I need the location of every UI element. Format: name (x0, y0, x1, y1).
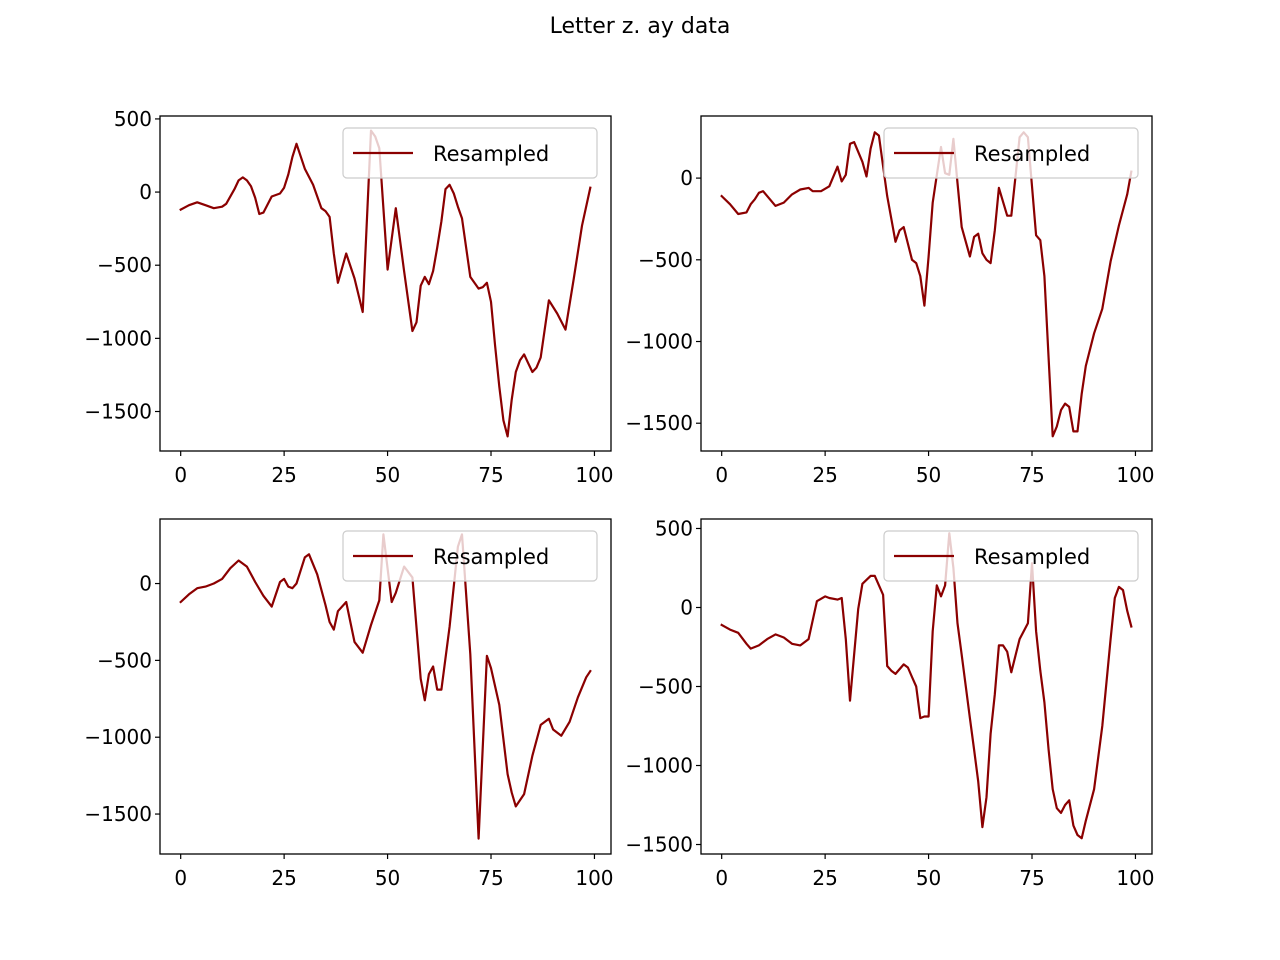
axes-frame (159, 518, 612, 855)
x-tick-label: 50 (375, 866, 400, 890)
y-tick-label: −1000 (625, 330, 693, 354)
x-tick-label: 75 (1019, 463, 1044, 487)
legend: Resampled (883, 530, 1139, 582)
legend-box (342, 127, 598, 179)
y-tick-label: −1000 (625, 754, 693, 778)
subplot-3: 0 25 50 75 100 0 −500 −1000 −1500 Resampled (84, 518, 614, 890)
y-tick-label: −1500 (84, 400, 152, 424)
x-tick-label: 75 (1019, 866, 1044, 890)
figure-title: Letter z. ay data (549, 14, 731, 39)
x-tick-label: 50 (916, 463, 941, 487)
y-tick-label: 500 (114, 107, 152, 131)
legend-label: Resampled (974, 545, 1090, 569)
x-tick-label: 25 (271, 463, 296, 487)
x-tick-label: 25 (812, 463, 837, 487)
x-tick-label: 75 (478, 463, 503, 487)
x-tick-label: 100 (1116, 463, 1154, 487)
y-tick-label: −500 (638, 248, 693, 272)
x-tick-label: 0 (174, 463, 187, 487)
y-tick-label: −1000 (84, 725, 152, 749)
y-tick-label: −500 (638, 675, 693, 699)
subplot-1: 0 25 50 75 100 500 0 −500 −1000 −1500 Resampled (84, 107, 613, 487)
legend-box (342, 530, 598, 582)
y-tick-label: −1000 (84, 326, 152, 350)
subplot-2: 0 25 50 75 100 0 −500 −1000 −1500 Resampled (625, 115, 1155, 487)
x-tick-label: 0 (715, 463, 728, 487)
y-tick-label: −1500 (625, 411, 693, 435)
legend-box (883, 530, 1139, 582)
x-tick-label: 25 (812, 866, 837, 890)
series-line-3 (179, 533, 592, 840)
series-line-1 (179, 129, 592, 438)
axes-frame (700, 115, 1153, 452)
x-tick-label: 75 (478, 866, 503, 890)
x-tick-label: 0 (174, 866, 187, 890)
x-tick-label: 25 (271, 866, 296, 890)
legend: Resampled (342, 127, 598, 179)
x-tick-label: 100 (575, 866, 613, 890)
x-tick-label: 0 (715, 866, 728, 890)
x-tick-label: 50 (375, 463, 400, 487)
x-tick-label: 100 (1116, 866, 1154, 890)
x-tick-label: 50 (916, 866, 941, 890)
y-tick-label: −500 (97, 253, 152, 277)
y-tick-label: −1500 (84, 802, 152, 826)
y-tick-label: 0 (139, 180, 152, 204)
legend: Resampled (883, 127, 1139, 179)
legend-label: Resampled (433, 142, 549, 166)
y-tick-label: 0 (139, 572, 152, 596)
legend-box (883, 127, 1139, 179)
legend: Resampled (342, 530, 598, 582)
legend-label: Resampled (433, 545, 549, 569)
y-tick-label: −500 (97, 648, 152, 672)
x-tick-label: 100 (575, 463, 613, 487)
y-tick-label: −1500 (625, 833, 693, 857)
subplot-4: 0 25 50 75 100 500 0 −500 −1000 −1500 Resampled (625, 516, 1154, 890)
axes-frame (159, 115, 612, 452)
y-tick-label: 0 (680, 595, 693, 619)
legend-label: Resampled (974, 142, 1090, 166)
y-tick-label: 0 (680, 166, 693, 190)
y-tick-label: 500 (655, 516, 693, 540)
